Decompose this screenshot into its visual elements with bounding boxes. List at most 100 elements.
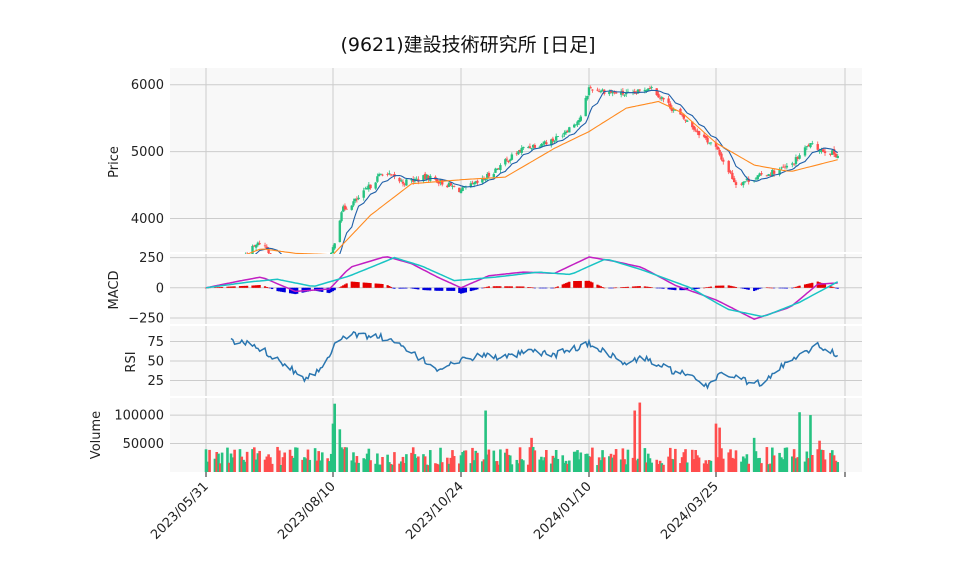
macd-hist-bar-233	[765, 287, 768, 289]
macd-hist-bar-249	[805, 284, 808, 288]
volume-bar-143	[549, 463, 553, 472]
volume-bar-44	[315, 460, 319, 472]
volume-bar-170	[611, 457, 615, 472]
candle-body-82	[405, 179, 408, 186]
candle-body-194	[669, 103, 672, 109]
macd-hist-bar-78	[398, 287, 401, 289]
macd-hist-bar-70	[377, 283, 381, 288]
volume-bar-255	[820, 449, 823, 472]
volume-bar-181	[636, 458, 640, 472]
volume-bar-41	[306, 449, 310, 472]
macd-hist-bar-48	[326, 287, 329, 293]
macd-hist-bar-62	[357, 282, 360, 288]
volume-bar-108	[469, 463, 473, 472]
volume-bar-122	[499, 449, 502, 472]
candle-body-112	[476, 180, 479, 183]
macd-hist-bar-195	[670, 287, 674, 290]
volume-bar-19	[252, 447, 256, 472]
candle-body-97	[441, 179, 444, 185]
volume-bar-256	[821, 450, 825, 472]
candle-body-239	[780, 167, 783, 169]
volume-bar-221	[732, 458, 736, 472]
macd-hist-bar-80	[401, 287, 405, 289]
volume-bar-247	[798, 412, 801, 472]
candle-body-245	[794, 157, 798, 164]
volume-bar-29	[278, 450, 281, 472]
candle-body-172	[614, 92, 618, 94]
volume-bar-128	[515, 459, 519, 472]
candle-body-253	[816, 144, 819, 150]
candle-body-170	[611, 91, 614, 94]
volume-bar-67	[369, 460, 372, 472]
macd-hist-bar-84	[412, 287, 415, 289]
candle-body-135	[530, 148, 533, 149]
macd-hist-bar-146	[555, 287, 558, 288]
candle-body-111	[474, 181, 477, 184]
candle-body-209	[704, 135, 708, 139]
macd-hist-bar-150	[564, 283, 568, 288]
volume-bar-214	[716, 457, 720, 472]
volume-bar-68	[374, 463, 377, 472]
volume-bar-205	[694, 450, 697, 472]
volume-bar-129	[517, 463, 520, 472]
macd-hist-bar-76	[391, 287, 394, 289]
macd-hist-bar-82	[405, 287, 408, 289]
candle-body-142	[545, 142, 548, 145]
volume-bar-115	[484, 410, 487, 472]
volume-bar-45	[317, 451, 320, 472]
candle-body-218	[727, 160, 730, 173]
candle-body-173	[619, 91, 623, 95]
candle-body-94	[435, 179, 439, 183]
volume-bar-228	[752, 437, 756, 472]
macd-hist-bar-113	[481, 287, 484, 289]
candle-body-74	[388, 173, 391, 175]
candle-body-20	[254, 244, 258, 248]
macd-hist-bar-159	[586, 280, 589, 288]
volume-bar-109	[471, 447, 474, 472]
macd-hist-bar-88	[422, 287, 425, 291]
volume-bar-99	[447, 463, 451, 472]
macd-hist-bar-255	[820, 282, 823, 288]
macd-hist-bar-237	[773, 287, 776, 289]
candle-body-79	[400, 180, 403, 182]
volume-bar-249	[805, 451, 809, 472]
volume-bar-213	[714, 423, 718, 472]
candle-body-102	[452, 185, 456, 187]
volume-bar-124	[505, 448, 509, 472]
macd-hist-bar-216	[720, 285, 723, 288]
volume-bar-252	[810, 455, 814, 472]
macd-hist-bar-214	[716, 285, 719, 288]
candle-body-84	[412, 179, 415, 182]
macd-hist-bar-160	[587, 280, 591, 288]
volume-bar-78	[398, 463, 401, 472]
volume-bar-110	[472, 460, 476, 472]
candle-body-119	[494, 168, 497, 173]
volume-ytick-label: 100000	[114, 409, 164, 424]
macd-hist-bar-166	[601, 287, 604, 288]
macd-hist-bar-130	[518, 286, 522, 288]
candle-body-129	[517, 151, 520, 155]
macd-hist-bar-17	[246, 285, 249, 288]
macd-hist-bar-19	[253, 285, 256, 288]
volume-bar-134	[528, 447, 532, 472]
macd-hist-bar-161	[589, 281, 592, 288]
macd-hist-bar-92	[429, 287, 432, 291]
macd-hist-bar-16	[244, 285, 247, 288]
candle-body-25	[267, 249, 270, 254]
macd-hist-bar-29	[278, 287, 281, 292]
candle-body-67	[369, 184, 372, 189]
volume-bar-198	[679, 463, 682, 472]
candle-body-80	[401, 181, 405, 184]
macd-hist-bar-155	[576, 280, 579, 288]
macd-hist-bar-257	[823, 284, 827, 288]
macd-hist-bar-188	[655, 287, 658, 289]
macd-hist-bar-182	[638, 286, 641, 288]
candle-body-140	[541, 143, 545, 145]
candle-body-262	[836, 155, 839, 159]
volume-bar-56	[343, 447, 347, 472]
volume-bar-100	[449, 457, 453, 472]
candle-body-124	[505, 158, 509, 160]
macd-hist-bar-100	[449, 287, 452, 291]
macd-hist-bar-85	[413, 287, 417, 289]
volume-bar-165	[599, 460, 603, 472]
